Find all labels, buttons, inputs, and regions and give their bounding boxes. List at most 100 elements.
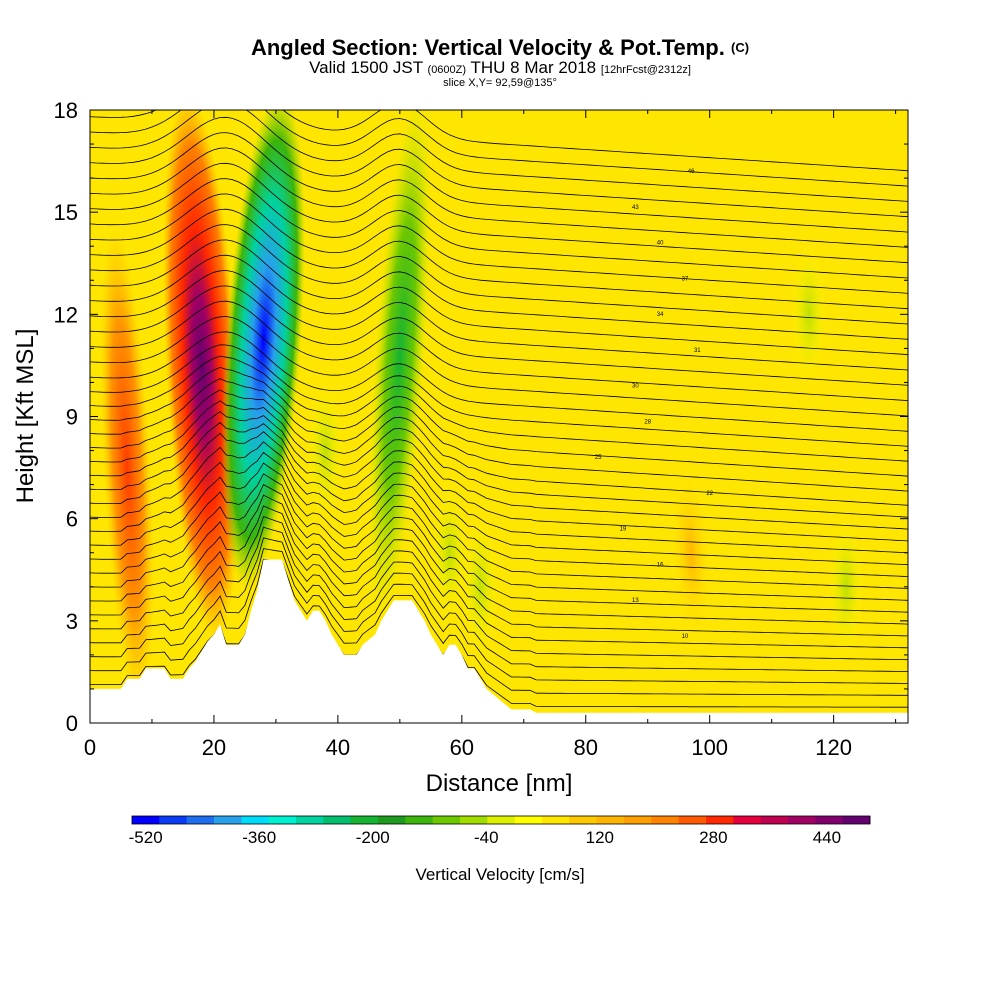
colorbar-swatch: [678, 816, 707, 824]
colorbar-swatch: [159, 816, 188, 824]
velocity-feature-weak: [790, 244, 827, 385]
isentrope-line: [90, 110, 908, 172]
isentrope-label: 40: [657, 241, 664, 247]
colorbar-tick-label: -360: [242, 828, 276, 847]
isentrope-line: [90, 110, 908, 202]
chart-subtitle: Valid 1500 JST (0600Z) THU 8 Mar 2018 [1…: [0, 58, 1000, 78]
x-axis-label: Distance [nm]: [426, 770, 573, 797]
chart-title-text: Angled Section: Vertical Velocity & Pot.…: [250, 35, 725, 60]
slice-info: slice X,Y= 92,59@135°: [443, 77, 557, 89]
chart-title-units: (C): [731, 40, 750, 55]
isentrope-line: [90, 421, 908, 542]
colorbar-swatch: [706, 816, 734, 824]
isentrope-line: [90, 355, 908, 462]
colorbar-tick-label: 120: [586, 828, 614, 847]
isentrope-line: [90, 208, 908, 310]
isentrope-lines: 10 13 16 19 22 25 28 30 31 34 37 40 43 46: [90, 110, 908, 708]
isentrope-label: 13: [632, 598, 639, 604]
isentrope-label: 46: [688, 169, 695, 175]
isentrope-line: [90, 193, 908, 294]
colorbar-tick-label: -520: [129, 828, 163, 847]
colorbar-swatch: [815, 816, 844, 824]
isentrope-line: [90, 110, 908, 187]
isentrope-line: [90, 451, 908, 577]
colorbar-swatch: [241, 816, 270, 824]
isentrope-line: [90, 526, 908, 661]
x-tick-label: 40: [326, 735, 350, 760]
isentrope-line: [90, 147, 908, 248]
colorbar-swatch: [514, 816, 543, 824]
isentrope-label: 34: [657, 312, 664, 318]
isentrope-line: [90, 494, 908, 625]
isentrope-line: [90, 331, 908, 432]
isentrope-line: [90, 462, 908, 589]
velocity-feature-updraft: [670, 464, 712, 641]
velocity-feature-weak: [307, 380, 344, 521]
isentrope-label: 22: [706, 491, 713, 497]
colorbar-swatch: [405, 816, 434, 824]
valid-time-utc: (0600Z): [427, 64, 467, 76]
isentrope-line: [90, 366, 908, 477]
x-tick-label: 120: [815, 735, 852, 760]
isentrope-label: 10: [682, 634, 689, 640]
valid-time: Valid 1500 JST: [309, 58, 423, 77]
isentrope-label: 43: [632, 205, 639, 211]
colorbar-swatch: [842, 816, 871, 824]
colorbar-swatch: [460, 816, 488, 824]
velocity-feature-weak: [431, 482, 468, 623]
colorbar-swatch: [268, 816, 297, 824]
colorbar-swatch: [651, 816, 680, 824]
colorbar: [131, 815, 871, 825]
isentrope-line: [90, 285, 908, 386]
isentrope-line: [90, 411, 908, 530]
colorbar-swatch: [542, 816, 570, 824]
colorbar-swatch: [733, 816, 762, 824]
x-tick-label: 20: [202, 735, 226, 760]
isentrope-line: [90, 473, 908, 601]
isentrope-line: [90, 132, 908, 233]
isentrope-label: 19: [620, 527, 627, 533]
colorbar-swatch: [760, 816, 789, 824]
colorbar-swatch: [214, 816, 242, 824]
colorbar-swatch: [296, 816, 324, 824]
x-tick-label: 0: [84, 735, 96, 760]
isentrope-line: [90, 116, 908, 218]
terrain-mask: [90, 559, 908, 723]
x-tick-label: 80: [574, 735, 598, 760]
x-tick-label: 100: [691, 735, 728, 760]
y-tick-label: 0: [66, 711, 78, 736]
velocity-feature-weak: [462, 516, 499, 657]
isentrope-line: [90, 316, 908, 417]
colorbar-swatch: [132, 816, 160, 824]
y-tick-label: 12: [54, 302, 78, 327]
colorbar-swatch: [186, 816, 215, 824]
y-tick-label: 18: [54, 98, 78, 123]
colorbar-swatch: [350, 816, 379, 824]
isentrope-label: 25: [595, 455, 602, 461]
isentrope-label: 16: [657, 562, 664, 568]
title-block: Angled Section: Vertical Velocity & Pot.…: [0, 36, 1000, 89]
y-axis-label: Height [Kft MSL]: [12, 329, 39, 504]
isentrope-line: [90, 505, 908, 637]
colorbar-tick-label: -40: [474, 828, 499, 847]
isentrope-label: 31: [694, 348, 701, 354]
isentrope-line: [90, 515, 908, 649]
colorbar-tick-label: 440: [813, 828, 841, 847]
isentrope-line: [90, 344, 908, 447]
chart-title: Angled Section: Vertical Velocity & Pot.…: [0, 36, 1000, 60]
isentrope-line: [90, 224, 908, 325]
isentrope-line: [90, 300, 908, 401]
isentrope-line: [90, 548, 908, 684]
isentrope-line: [90, 483, 908, 613]
valid-date: THU 8 Mar 2018: [470, 58, 597, 77]
isentrope-label: 30: [632, 384, 639, 390]
forecast-info: [12hrFcst@2312z]: [600, 64, 691, 76]
y-tick-label: 3: [66, 609, 78, 634]
x-tick-label: 60: [450, 735, 474, 760]
isentrope-label: 28: [644, 419, 651, 425]
plot-area: 10 13 16 19 22 25 28 30 31 34 37 40 43 46: [90, 110, 908, 723]
colorbar-swatch: [569, 816, 598, 824]
isentrope-line: [90, 400, 908, 518]
colorbar-tick-label: 280: [699, 828, 727, 847]
